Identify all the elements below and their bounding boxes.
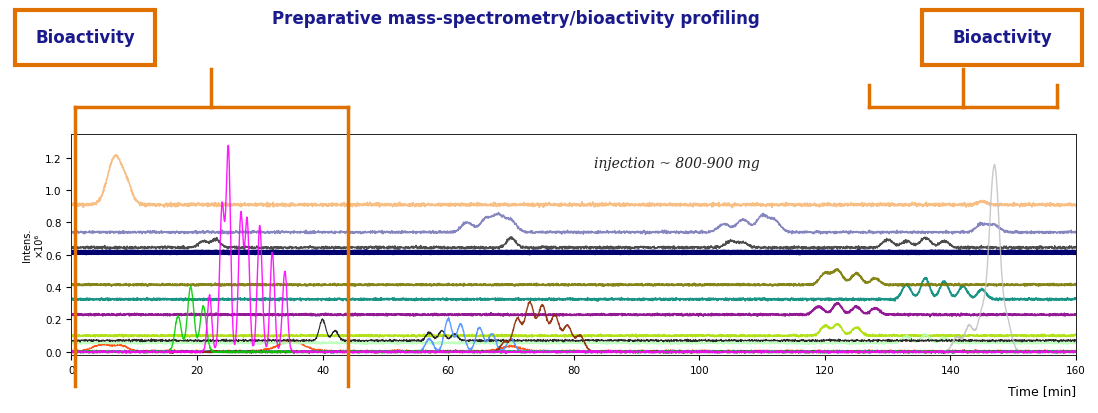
Text: Time [min]: Time [min] (1008, 384, 1076, 397)
Text: Preparative mass-spectrometry/bioactivity profiling: Preparative mass-spectrometry/bioactivit… (272, 10, 760, 28)
Text: injection ~ 800-900 mg: injection ~ 800-900 mg (594, 157, 760, 170)
Y-axis label: Intens.
×10⁶: Intens. ×10⁶ (22, 228, 44, 261)
Text: Bioactivity: Bioactivity (35, 29, 135, 47)
FancyBboxPatch shape (15, 11, 155, 66)
FancyBboxPatch shape (922, 11, 1082, 66)
Text: Bioactivity: Bioactivity (952, 29, 1052, 47)
